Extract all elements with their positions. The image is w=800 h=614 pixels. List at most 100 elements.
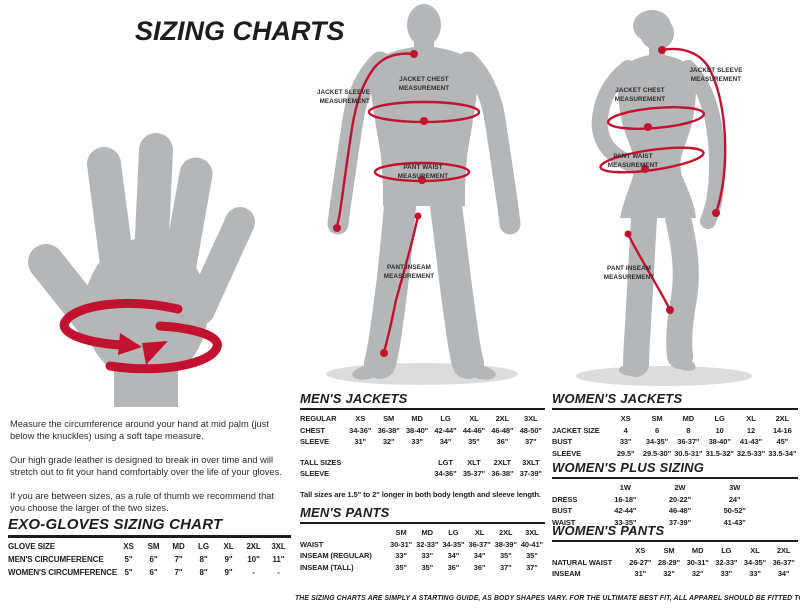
table-cell: LG <box>714 414 725 423</box>
table-cell: 7" <box>174 555 183 564</box>
male-pant-waist-label: PANT WAIST MEASUREMENT <box>397 164 449 181</box>
table-row: REGULAR XS SM MD LG XL 2XL 3XL <box>300 414 545 426</box>
table-cell: 3XLT <box>522 457 540 467</box>
female-silhouette-icon <box>576 10 752 386</box>
table-cell: 37" <box>499 562 512 572</box>
table-cell: 32-33" <box>416 539 439 549</box>
row-label: MEN'S CIRCUMFERENCE <box>8 555 104 564</box>
table-row: WAIST 33-35" 37-39" 41-43" <box>552 518 762 530</box>
female-pant-waist-label: PANT WAIST MEASUREMENT <box>607 153 659 170</box>
mens-jackets-regular-table: REGULAR XS SM MD LG XL 2XL 3XL CHEST 34-36" 36-38"… <box>300 414 545 449</box>
table-cell: 36-38" <box>377 425 400 435</box>
table-cell: 2XL <box>776 546 791 555</box>
table-cell: SM <box>383 414 395 423</box>
table-cell: 33" <box>619 437 632 446</box>
section-heading: MEN'S JACKETS <box>300 391 545 410</box>
table-cell: 50-52" <box>723 506 746 515</box>
male-silhouette-icon <box>326 4 521 385</box>
table-cell: LG <box>198 542 209 551</box>
row-label: INSEAM <box>552 569 581 578</box>
table-cell: 2XL <box>775 414 790 423</box>
table-cell: MD <box>691 546 704 555</box>
table-cell: 36-37" <box>468 539 491 549</box>
table-cell: 12 <box>746 425 756 435</box>
table-cell: 8" <box>199 568 208 577</box>
table-cell: 31.5-32" <box>705 448 734 458</box>
table-cell: XL <box>469 414 479 423</box>
table-cell: 6" <box>149 568 158 577</box>
table-cell: 33" <box>720 569 733 578</box>
table-cell: 42-44" <box>614 506 637 515</box>
table-cell: XL <box>474 528 485 537</box>
womens-plus-table: 1W 2W 3W DRESS 16-18" 20-22" 24" BUST 42-44" 46-4… <box>552 483 762 529</box>
table-row: DRESS 16-18" 20-22" 24" <box>552 495 762 507</box>
palm-circumference-arrows-icon <box>59 298 222 374</box>
table-cell: 6" <box>149 555 158 564</box>
table-cell: 35" <box>421 562 434 572</box>
table-cell: 42-44" <box>434 425 457 435</box>
table-cell: 35-37" <box>462 469 485 478</box>
table-cell: 36" <box>496 437 509 446</box>
gloves-size-table: GLOVE SIZE XS SM MD LG XL 2XL 3XL MEN'S CIRCUMFE… <box>8 542 291 581</box>
table-cell: XS <box>123 542 134 551</box>
row-label: SLEEVE <box>300 469 329 478</box>
table-cell: XL <box>746 414 756 423</box>
table-row: 1W 2W 3W <box>552 483 762 495</box>
section-heading: EXO-GLOVES SIZING CHART <box>8 516 291 538</box>
row-label: REGULAR <box>300 414 337 423</box>
glove-instructions: Measure the circumference around your ha… <box>10 418 288 526</box>
table-row: SLEEVE 31" 32" 33" 34" 35" 36" 37" <box>300 437 545 449</box>
table-cell: 29.5" <box>616 448 635 458</box>
mens-pants-table: SM MD LG XL 2XL 3XL WAIST 30-31" 32-33" 34-35" 36-… <box>300 528 545 574</box>
female-figure-diagram <box>552 6 780 394</box>
table-cell: 2XL <box>499 528 513 537</box>
table-cell: 3XL <box>524 414 538 423</box>
table-row: CHEST 34-36" 36-38" 38-40" 42-44" 44-46" 46-48… <box>300 426 545 438</box>
table-cell: 9" <box>224 568 233 577</box>
section-mens-pants: MEN'S PANTS SM MD LG XL 2XL 3XL WAIST 30-31" 32-… <box>300 505 545 574</box>
table-cell: LG <box>448 528 459 537</box>
table-cell: 5" <box>124 568 133 577</box>
table-cell: 41-43" <box>723 517 746 527</box>
section-womens-pants: WOMEN'S PANTS XS SM MD LG XL 2XL NATURAL WAIST… <box>552 523 798 581</box>
table-cell: 34" <box>439 437 452 446</box>
row-label: WAIST <box>552 517 576 527</box>
table-cell: 33" <box>749 569 761 578</box>
table-cell: 37-39" <box>668 517 692 527</box>
table-row: SLEEVE 29.5" 29.5-30" 30.5-31" 31.5-32" 32.5-… <box>552 449 798 461</box>
row-label: SLEEVE <box>300 437 329 446</box>
male-jacket-sleeve-label: JACKET SLEEVE MEASUREMENT <box>316 89 370 106</box>
hand-measurement-diagram <box>8 112 283 407</box>
hand-silhouette-icon <box>28 133 255 407</box>
table-cell: 34" <box>473 551 486 560</box>
table-cell: 28-29" <box>657 557 681 567</box>
section-womens-jackets: WOMEN'S JACKETS XS SM MD LG XL 2XL JACKET SIZE… <box>552 391 798 460</box>
table-cell: XL <box>223 542 234 551</box>
table-row: BUST 33" 34-35" 36-37" 38-40" 41-43" 45" <box>552 437 798 449</box>
table-row: INSEAM (TALL) 35" 35" 36" 36" 37" 37" <box>300 563 545 575</box>
row-label: INSEAM (REGULAR) <box>300 551 372 560</box>
table-cell: XS <box>635 546 646 555</box>
table-cell: 2XL <box>495 414 510 423</box>
table-row: WAIST 30-31" 32-33" 34-35" 36-37" 38-39" 40-41… <box>300 540 545 552</box>
table-cell: 38-40" <box>405 425 429 435</box>
table-row: GLOVE SIZE XS SM MD LG XL 2XL 3XL <box>8 542 291 555</box>
table-cell: XS <box>620 414 631 423</box>
table-cell: 35" <box>468 437 480 446</box>
table-cell: XLT <box>467 457 481 467</box>
table-row: WOMEN'S CIRCUMFERENCE 5" 6" 7" 8" 9" - - <box>8 568 291 581</box>
table-cell: 31" <box>634 569 647 578</box>
table-cell: 36-37" <box>677 437 700 446</box>
table-cell: 45" <box>776 437 789 446</box>
table-cell: 36" <box>447 562 460 572</box>
table-cell: - <box>277 568 280 577</box>
female-pant-inseam-label: PANT INSEAM MEASUREMENT <box>603 265 655 282</box>
table-cell: 40-41" <box>520 539 543 549</box>
male-figure-diagram <box>296 0 544 392</box>
table-cell: SM <box>663 546 675 555</box>
table-cell: 35" <box>395 562 407 572</box>
table-cell: SM <box>395 528 407 537</box>
table-cell: MD <box>682 414 695 423</box>
table-cell: 33-35" <box>614 517 637 527</box>
male-measurement-lines <box>335 52 481 353</box>
